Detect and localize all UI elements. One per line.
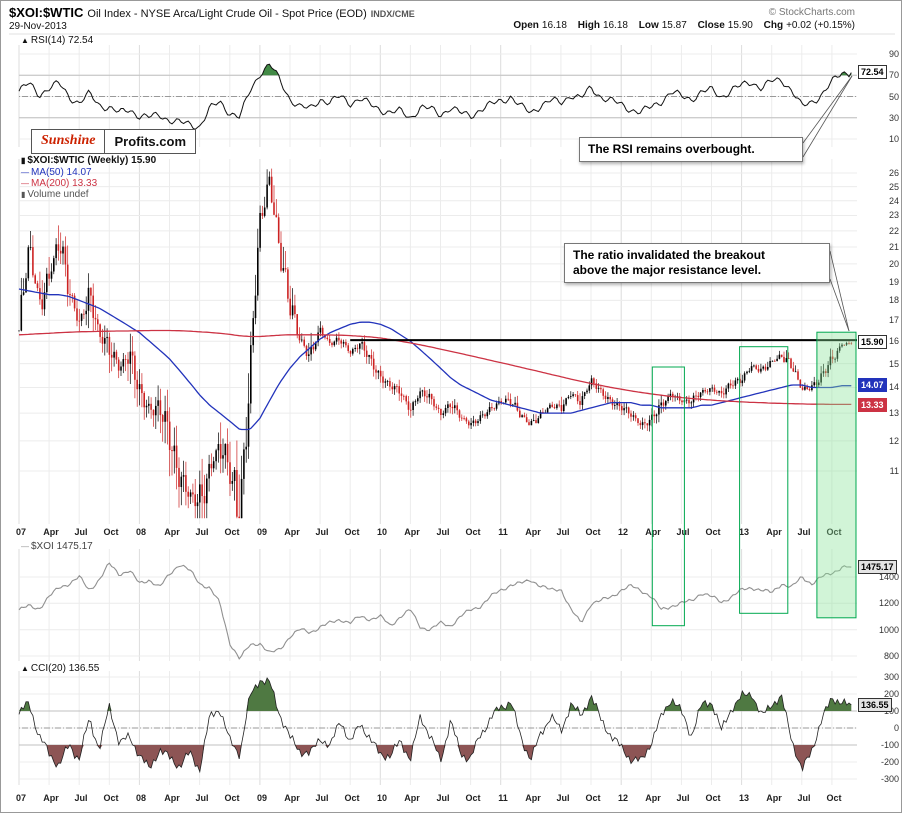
volume-legend-text: Volume undef bbox=[27, 189, 89, 200]
xoi-legend-text: $XOI 1475.17 bbox=[31, 541, 93, 552]
breakout-annotation-line1: The ratio invalidated the breakout bbox=[573, 248, 766, 262]
xoi-last-value: 1475.17 bbox=[858, 560, 897, 574]
ma50-last-value: 14.07 bbox=[858, 378, 887, 392]
ma200-line bbox=[18, 329, 852, 406]
close-label: Close bbox=[697, 20, 725, 31]
rsi-overbought-fill bbox=[19, 64, 852, 76]
ohlc-quote: Open 16.18 High 16.18 Low 15.87 Close 15.90 … bbox=[505, 20, 855, 31]
breakout-annotation: The ratio invalidated the breakout above… bbox=[564, 243, 830, 283]
indicator-icon: ▲ bbox=[21, 664, 29, 673]
rsi-legend-text: RSI(14) 72.54 bbox=[30, 35, 94, 46]
cci-legend-text: CCI(20) 136.55 bbox=[30, 663, 100, 674]
copyright: © StockCharts.com bbox=[768, 7, 855, 18]
low-label: Low bbox=[638, 20, 659, 31]
volume-bars-icon: ▮ bbox=[21, 190, 26, 199]
chg-label: Chg bbox=[763, 20, 784, 31]
high-label: High bbox=[577, 20, 600, 31]
ma50-legend-text: MA(50) 14.07 bbox=[31, 167, 92, 178]
candlesticks bbox=[18, 168, 853, 519]
xoi-line bbox=[18, 562, 852, 660]
open-value: 16.18 bbox=[541, 20, 567, 31]
logo-sunshine: Sunshine bbox=[41, 133, 96, 148]
ma200-legend: — MA(200) 13.33 bbox=[21, 178, 97, 189]
cci-overbought-fill bbox=[19, 678, 852, 711]
rsi-annotation: The RSI remains overbought. bbox=[579, 137, 803, 162]
volume-legend: ▮ Volume undef bbox=[21, 189, 89, 200]
indicator-icon: ▲ bbox=[21, 36, 29, 45]
ma200-last-value: 13.33 bbox=[858, 398, 887, 412]
ma50-legend: — MA(50) 14.07 bbox=[21, 167, 92, 178]
chg-value: +0.02 (+0.15%) bbox=[786, 20, 855, 31]
low-value: 15.87 bbox=[661, 20, 687, 31]
chart-description: Oil Index - NYSE Arca/Light Crude Oil - … bbox=[87, 8, 367, 20]
line-icon: — bbox=[21, 542, 29, 551]
open-label: Open bbox=[513, 20, 539, 31]
cci-line bbox=[18, 677, 852, 774]
rsi-legend: ▲ RSI(14) 72.54 bbox=[21, 35, 93, 46]
rsi-annotation-text: The RSI remains overbought. bbox=[588, 142, 755, 156]
line-icon: — bbox=[21, 179, 29, 188]
rsi-line bbox=[18, 63, 852, 131]
cci-oversold-fill bbox=[19, 745, 852, 772]
ma50-line bbox=[18, 288, 852, 431]
price-last-value: 15.90 bbox=[858, 335, 887, 349]
line-icon: — bbox=[21, 168, 29, 177]
price-legend-text: $XOI:$WTIC (Weekly) 15.90 bbox=[27, 155, 157, 166]
candlestick-icon: ▮ bbox=[21, 156, 26, 165]
sunshine-profits-logo: Sunshine Profits.com bbox=[31, 129, 196, 154]
close-value: 15.90 bbox=[727, 20, 753, 31]
high-value: 16.18 bbox=[602, 20, 628, 31]
chart-date: 29-Nov-2013 bbox=[9, 21, 67, 32]
rsi-last-value: 72.54 bbox=[858, 65, 887, 79]
exchange: INDX/CME bbox=[370, 9, 415, 19]
price-legend: ▮ $XOI:$WTIC (Weekly) 15.90 bbox=[21, 155, 156, 166]
logo-profits: Profits.com bbox=[104, 130, 195, 153]
xoi-legend: — $XOI 1475.17 bbox=[21, 541, 93, 552]
breakout-annotation-line2: above the major resistance level. bbox=[573, 263, 762, 277]
cci-legend: ▲ CCI(20) 136.55 bbox=[21, 663, 99, 674]
header-title: $XOI:$WTIC Oil Index - NYSE Arca/Light Cr… bbox=[9, 5, 415, 20]
symbol: $XOI:$WTIC bbox=[9, 5, 84, 20]
ma200-legend-text: MA(200) 13.33 bbox=[31, 178, 98, 189]
cci-last-value: 136.55 bbox=[858, 698, 892, 712]
